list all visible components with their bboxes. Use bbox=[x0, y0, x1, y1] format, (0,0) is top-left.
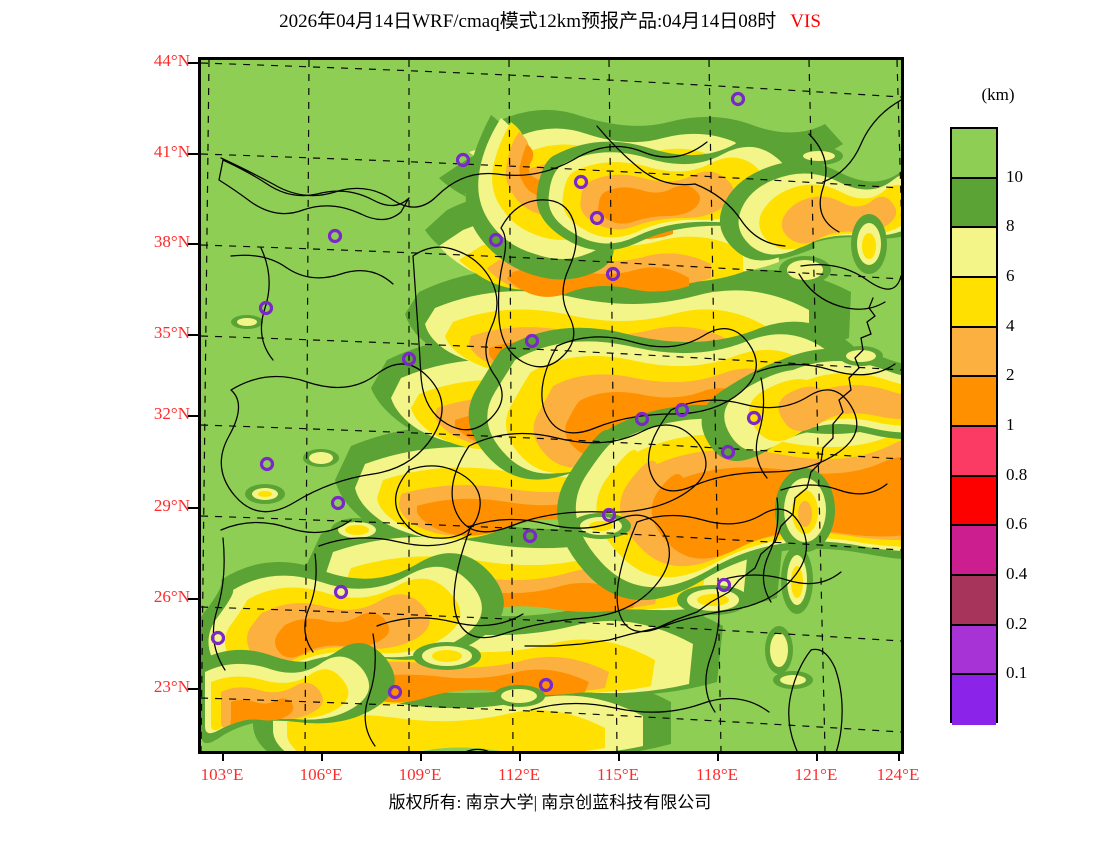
y-axis-tick-mark bbox=[188, 507, 198, 509]
title-main-text: 2026年04月14日WRF/cmaq模式12km预报产品:04月14日08时 bbox=[279, 11, 777, 32]
page-title: 2026年04月14日WRF/cmaq模式12km预报产品:04月14日08时 V… bbox=[0, 6, 1100, 33]
y-axis-tick-label: 29°N bbox=[153, 496, 190, 515]
x-axis-tick-mark bbox=[717, 751, 719, 761]
x-axis-tick-label: 121°E bbox=[794, 765, 838, 784]
y-axis-tick-mark bbox=[188, 415, 198, 417]
x-axis-tick-label: 112°E bbox=[497, 765, 541, 784]
colorbar: (km) 10 8 6 4 2 1 0.8 0.6 0.4 0.2 0.1 bbox=[938, 85, 1088, 745]
x-axis-tick-mark bbox=[222, 751, 224, 761]
y-axis-tick-label: 38°N bbox=[153, 232, 190, 251]
colorbar-band bbox=[952, 526, 996, 576]
y-axis-tick-mark bbox=[188, 153, 198, 155]
y-axis-tick-mark bbox=[188, 62, 198, 64]
colorbar-tick-label: 0.4 bbox=[1006, 564, 1028, 583]
colorbar-units-label: (km) bbox=[981, 85, 1015, 104]
x-axis-tick-label: 109°E bbox=[398, 765, 442, 784]
x-axis-tick-label: 115°E bbox=[596, 765, 640, 784]
x-axis-tick-mark bbox=[898, 751, 900, 761]
y-axis-tick-label: 35°N bbox=[153, 323, 190, 342]
colorbar-band bbox=[952, 426, 996, 477]
title-variable-text: VIS bbox=[790, 11, 821, 32]
colorbar-tick-label: 4 bbox=[1006, 315, 1015, 335]
colorbar-band bbox=[952, 178, 996, 229]
x-axis-tick-label: 118°E bbox=[695, 765, 739, 784]
colorbar-tick-label: 1 bbox=[1006, 415, 1015, 434]
x-axis-tick-label: 106°E bbox=[299, 765, 343, 784]
y-axis-tick-label: 32°N bbox=[153, 404, 190, 423]
colorbar-band bbox=[952, 575, 996, 626]
y-axis-tick-label: 41°N bbox=[153, 142, 190, 161]
x-axis-tick-label: 103°E bbox=[200, 765, 244, 784]
colorbar-band bbox=[952, 129, 996, 179]
colorbar-band bbox=[952, 277, 996, 328]
x-axis-tick-label: 124°E bbox=[876, 765, 920, 784]
colorbar-tick-label: 0.6 bbox=[1006, 514, 1028, 534]
copyright-footer: 版权所有: 南京大学| 南京创蓝科技有限公司 bbox=[388, 793, 712, 812]
colorbar-tick-label: 2 bbox=[1006, 365, 1015, 385]
colorbar-band bbox=[952, 228, 996, 278]
y-axis-tick-mark bbox=[188, 243, 198, 245]
map-plot-area bbox=[198, 57, 904, 754]
colorbar-band bbox=[952, 476, 996, 527]
y-axis-labels: 44°N 41°N 38°N 35°N 32°N 29°N 26°N 23°N bbox=[110, 0, 198, 850]
colorbar-tick-label: 0.2 bbox=[1006, 613, 1028, 633]
x-axis-tick-mark bbox=[816, 751, 818, 761]
y-axis-tick-label: 26°N bbox=[153, 587, 190, 606]
colorbar-tick-label: 10 bbox=[1006, 166, 1023, 186]
y-axis-tick-label: 23°N bbox=[153, 677, 190, 696]
y-axis-tick-label: 44°N bbox=[153, 51, 190, 70]
y-axis-tick-mark bbox=[188, 688, 198, 690]
colorbar-band bbox=[952, 377, 996, 427]
x-axis-tick-mark bbox=[618, 751, 620, 761]
y-axis-tick-mark bbox=[188, 598, 198, 600]
y-axis-tick-mark bbox=[188, 334, 198, 336]
colorbar-tick-label: 8 bbox=[1006, 216, 1015, 236]
x-axis-tick-mark bbox=[519, 751, 521, 761]
station-markers bbox=[210, 91, 762, 700]
colorbar-tick-label: 6 bbox=[1006, 266, 1015, 285]
colorbar-band bbox=[952, 625, 996, 676]
map-vector-overlay bbox=[201, 60, 901, 751]
x-axis-tick-mark bbox=[321, 751, 323, 761]
colorbar-tick-label: 0.8 bbox=[1006, 464, 1028, 484]
colorbar-tick-label: 0.1 bbox=[1006, 663, 1028, 683]
colorbar-band bbox=[952, 327, 996, 378]
x-axis-tick-mark bbox=[420, 751, 422, 761]
colorbar-band bbox=[952, 675, 996, 725]
colorbar-bands bbox=[950, 127, 998, 725]
